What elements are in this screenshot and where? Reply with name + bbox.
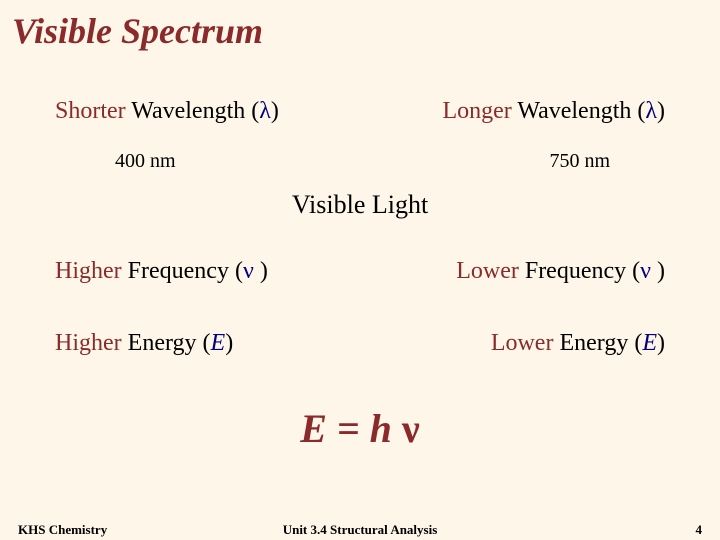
close-paren: ) [657,98,665,124]
nm-750: 750 nm [549,150,610,173]
close-paren: ) [225,330,233,356]
nu-right: ν [640,258,651,284]
lower-energy: Lower Energy (E) [491,330,665,357]
word-shorter: Shorter [55,98,126,124]
e-var-left: E [211,330,226,356]
higher-energy: Higher Energy (E) [55,330,233,357]
lower-frequency: Lower Frequency (ν ) [456,258,665,285]
nu-left: ν [243,258,254,284]
visible-light-label: Visible Light [0,190,720,220]
close-paren: ) [651,258,665,284]
eq-e: E [300,406,327,451]
frequency-label-left: Frequency ( [122,258,243,284]
close-paren: ) [254,258,268,284]
nm-400: 400 nm [115,150,176,173]
eq-nu: ν [402,406,420,451]
close-paren: ) [657,330,665,356]
footer-center: Unit 3.4 Structural Analysis [0,522,720,538]
word-longer: Longer [442,98,511,124]
higher-frequency: Higher Frequency (ν ) [55,258,268,285]
longer-wavelength: Longer Wavelength (λ) [442,98,665,125]
lambda-left: λ [259,98,271,124]
word-higher-freq: Higher [55,258,122,284]
wavelength-label-right: Wavelength ( [512,98,646,124]
eq-equals: = [327,406,370,451]
word-higher-energy: Higher [55,330,122,356]
word-lower-energy: Lower [491,330,554,356]
eq-h: h [370,406,402,451]
slide-title: Visible Spectrum [12,10,263,52]
frequency-label-right: Frequency ( [519,258,640,284]
planck-equation: E = h ν [0,405,720,452]
wavelength-label-left: Wavelength ( [126,98,260,124]
word-lower-freq: Lower [456,258,519,284]
energy-label-right: Energy ( [553,330,642,356]
energy-label-left: Energy ( [122,330,211,356]
close-paren: ) [271,98,279,124]
shorter-wavelength: Shorter Wavelength (λ) [55,98,279,125]
footer-page-number: 4 [696,522,703,538]
lambda-right: λ [645,98,657,124]
e-var-right: E [642,330,657,356]
